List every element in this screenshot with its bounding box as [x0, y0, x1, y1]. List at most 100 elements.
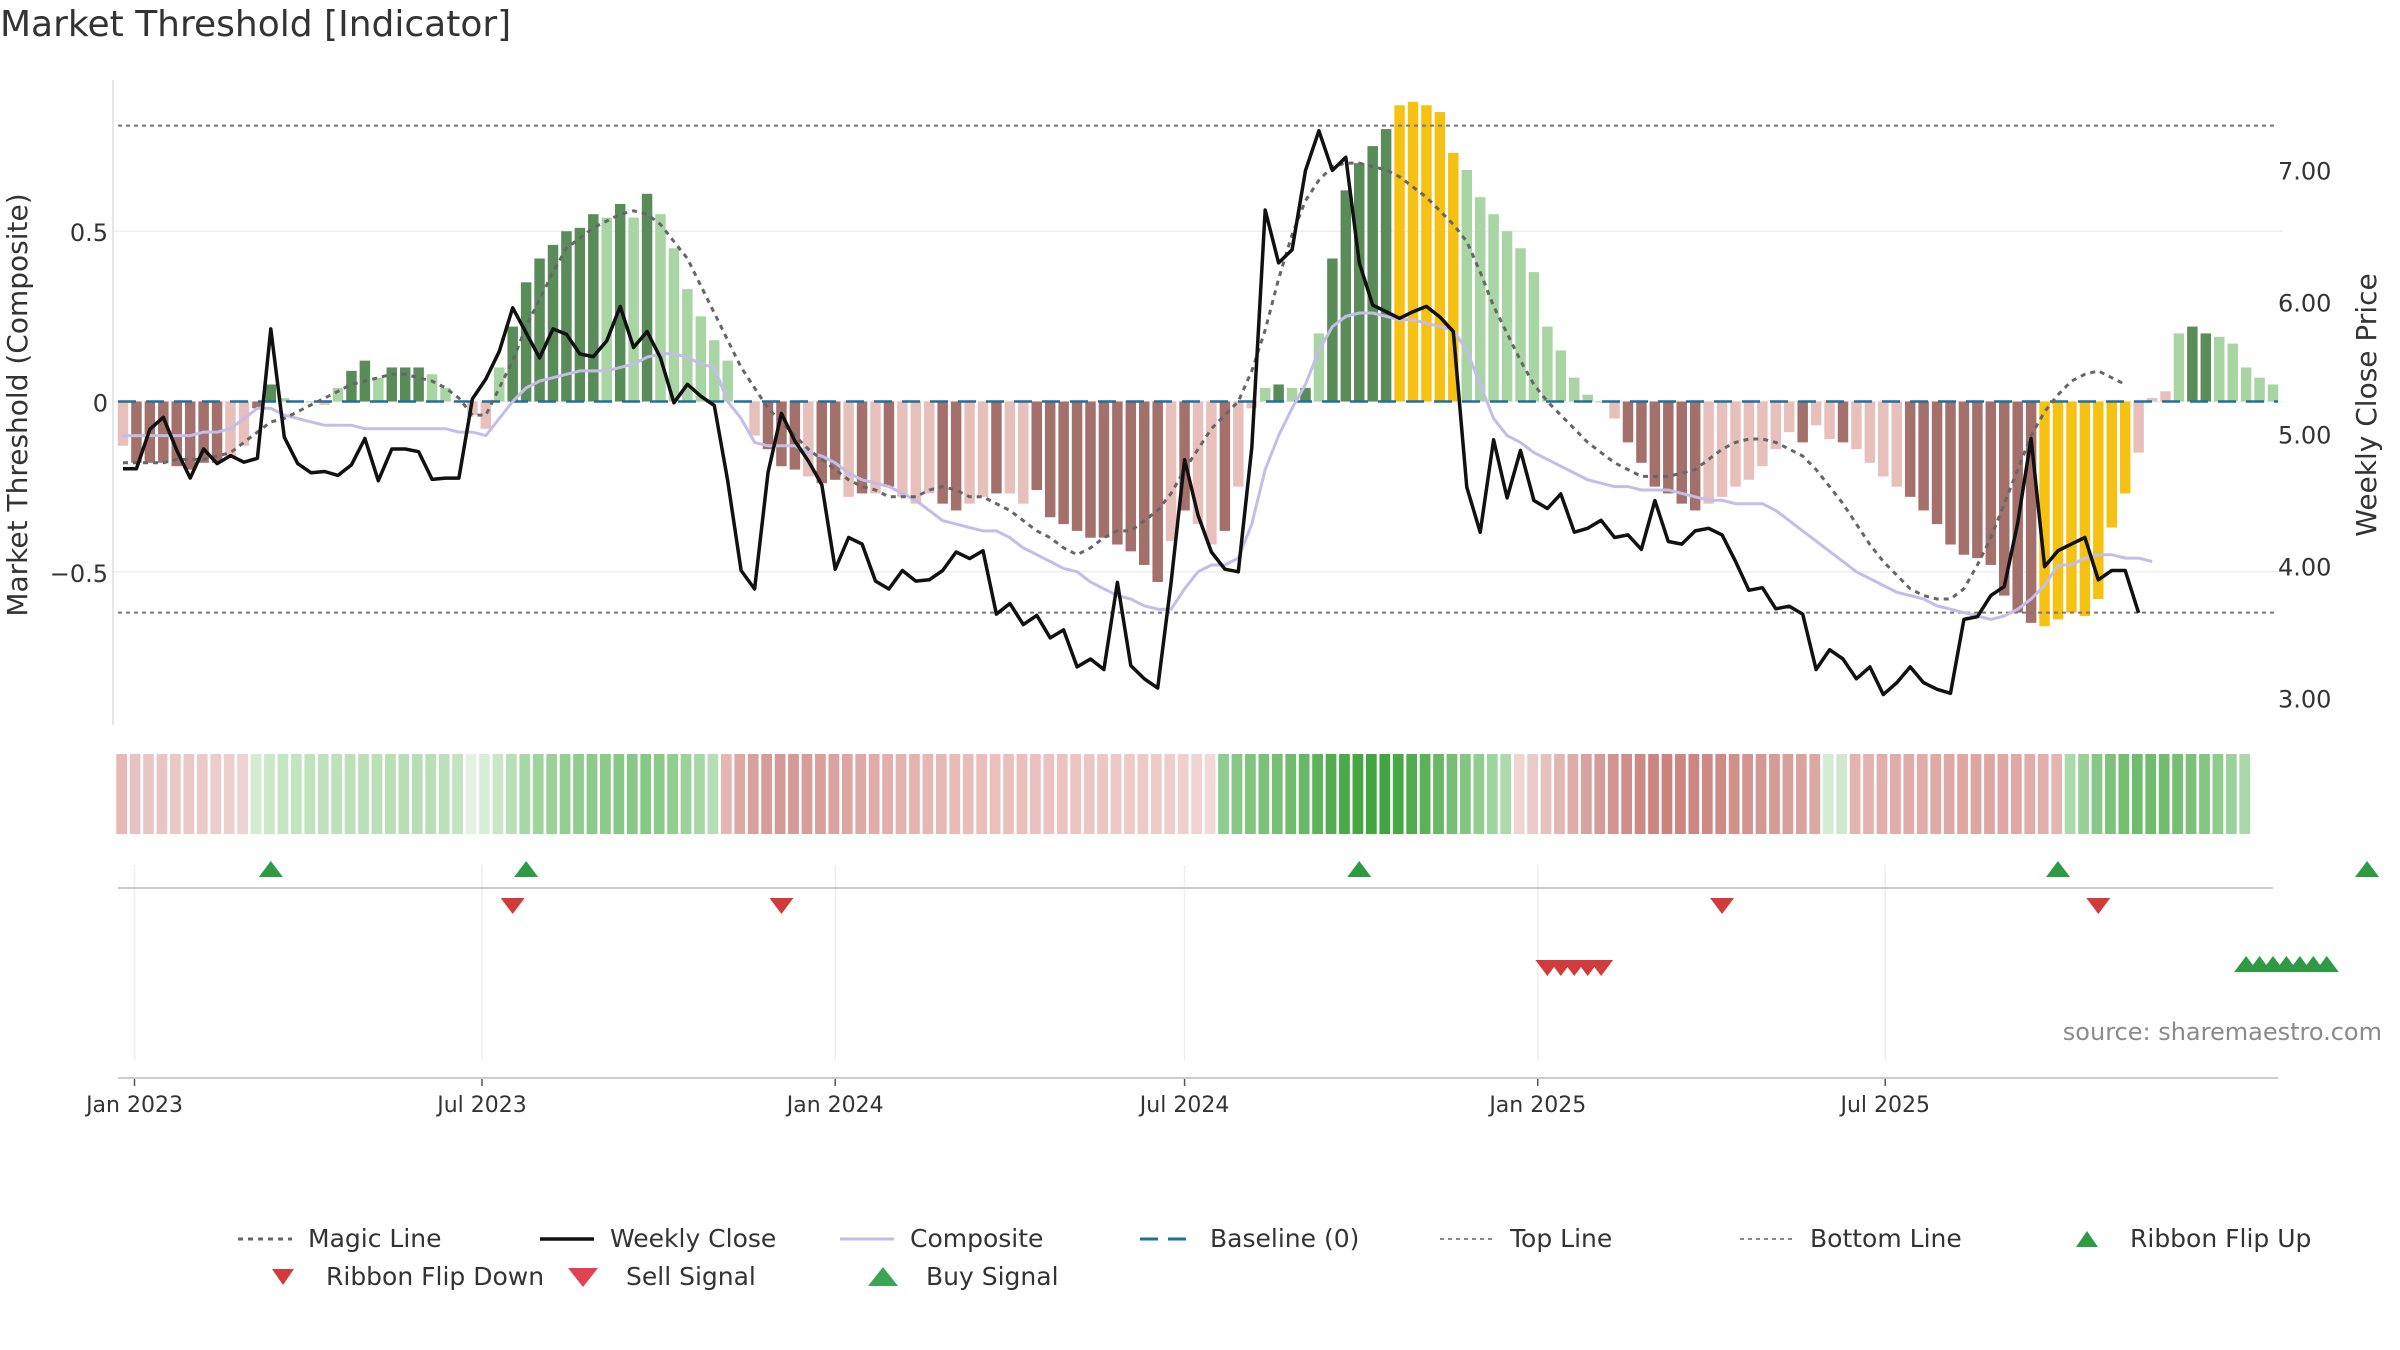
ribbon-cell: [2078, 754, 2089, 834]
ribbon-cell: [1070, 754, 1082, 834]
histogram-bar: [2079, 401, 2091, 617]
histogram-bar: [440, 387, 451, 402]
legend-label: Weekly Close: [610, 1224, 777, 1253]
legend-item: Baseline (0): [1138, 1224, 1359, 1253]
legend-item: Weekly Close: [538, 1224, 776, 1253]
ribbon-cell: [1943, 754, 1955, 834]
ribbon-cell: [505, 754, 517, 834]
ribbon-cell: [2185, 754, 2197, 834]
histogram-bar: [1851, 401, 1862, 450]
sell-signal-marker: [1589, 960, 1614, 976]
ribbon-cell: [640, 754, 652, 834]
legend-item: Ribbon Flip Down: [254, 1262, 544, 1291]
buy-signal-marker: [2314, 956, 2339, 972]
ribbon-cell: [1191, 754, 1203, 834]
histogram-bar: [1219, 401, 1231, 531]
ribbon-cell: [1110, 754, 1122, 834]
ribbon-cell: [304, 754, 316, 834]
ribbon-cell: [156, 754, 168, 834]
ribbon-cell: [1218, 754, 1229, 834]
ribbon-cell: [425, 754, 437, 834]
histogram-bar: [520, 282, 532, 402]
ribbon-cell: [1701, 754, 1713, 834]
ribbon-cell: [1782, 754, 1794, 834]
legend-item: Sell Signal: [554, 1262, 756, 1291]
ribbon-cell: [1339, 754, 1350, 834]
histogram-bar: [1797, 401, 1808, 443]
legend: Magic Line Weekly Close Composite Baseline …: [0, 1200, 2400, 1300]
histogram-bar: [1945, 401, 1956, 545]
ribbon-cell: [2212, 754, 2224, 834]
ribbon-cell: [855, 754, 867, 834]
x-tick-label: Jul 2023: [435, 1093, 527, 1118]
ribbon-cell: [1822, 754, 1834, 834]
legend-item: Ribbon Flip Up: [2058, 1224, 2311, 1253]
histogram-bar: [910, 401, 922, 504]
histogram-bar: [1528, 272, 1540, 402]
x-tick-label: Jan 2024: [785, 1093, 884, 1118]
composite-line: [123, 311, 2153, 621]
histogram-bar: [1663, 401, 1674, 494]
ribbon-cell: [1325, 754, 1337, 834]
legend-symbol: [1740, 1237, 1794, 1240]
histogram-bar: [1071, 401, 1083, 531]
ribbon-cell: [720, 754, 732, 834]
y-axis-label-left: Market Threshold (Composite): [1, 193, 34, 616]
legend-item: Bottom Line: [1738, 1224, 1962, 1253]
ribbon-cell: [2131, 754, 2143, 834]
ribbon-cell: [116, 754, 128, 834]
histogram-bar: [399, 367, 411, 402]
histogram-bar: [319, 401, 330, 405]
histogram-bar: [1139, 401, 1150, 565]
histogram-bar: [1461, 169, 1472, 402]
ribbon-cell: [600, 754, 611, 834]
histogram-bar: [1999, 401, 2010, 596]
ribbon-cell: [1419, 754, 1431, 834]
histogram-bar: [897, 401, 908, 497]
y-tick-label-left: 0.5: [70, 219, 108, 247]
ribbon-cell: [1473, 754, 1485, 834]
histogram-bar: [1810, 401, 1822, 426]
histogram-bar: [547, 244, 559, 402]
legend-symbol: [272, 1268, 294, 1285]
source-label: source: sharemaestro.com: [2062, 1018, 2382, 1046]
chart-title: Market Threshold [Indicator]: [0, 4, 512, 45]
ribbon-cell: [707, 754, 719, 834]
histogram-bar: [1125, 401, 1137, 552]
ribbon-cell: [1030, 754, 1041, 834]
ribbon-cell: [1769, 754, 1780, 834]
histogram-bar: [722, 360, 733, 402]
ribbon-cell: [1352, 754, 1364, 834]
ribbon-cell: [747, 754, 759, 834]
histogram-bar: [1757, 401, 1768, 467]
ribbon-cell: [1433, 754, 1444, 834]
ribbon-cell: [2172, 754, 2183, 834]
ribbon-cell: [2037, 754, 2049, 834]
ribbon-cell: [694, 754, 705, 834]
histogram-bar: [628, 217, 639, 402]
x-tick-label: Jul 2024: [1138, 1093, 1230, 1118]
histogram-bar: [1380, 129, 1392, 402]
histogram-bar: [1595, 401, 1607, 403]
ribbon-cell: [1043, 754, 1055, 834]
histogram-bar: [1515, 248, 1526, 402]
ribbon-cell: [1675, 754, 1686, 834]
ribbon-cell: [1137, 754, 1149, 834]
histogram-bar: [1569, 377, 1580, 402]
ribbon-cell: [1890, 754, 1901, 834]
histogram-bar: [1743, 401, 1755, 480]
ribbon-cell: [1164, 754, 1176, 834]
legend-label: Sell Signal: [626, 1262, 756, 1291]
ribbon-cell: [1742, 754, 1753, 834]
histogram-bar: [2093, 401, 2104, 600]
ribbon-cell: [129, 754, 141, 834]
ribbon-cell: [1406, 754, 1418, 834]
legend-item: Composite: [838, 1224, 1043, 1253]
ribbon-cell: [1554, 754, 1565, 834]
ribbon-cell: [868, 754, 880, 834]
legend-label: Composite: [910, 1224, 1044, 1253]
ribbon-cell: [1231, 754, 1243, 834]
legend-label: Top Line: [1510, 1224, 1613, 1253]
legend-symbol: [868, 1266, 898, 1286]
